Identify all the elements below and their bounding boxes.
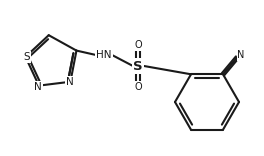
Text: O: O — [134, 82, 142, 92]
Text: S: S — [23, 52, 30, 62]
Text: O: O — [134, 40, 142, 50]
Text: N: N — [65, 77, 73, 87]
Text: S: S — [133, 59, 143, 73]
Text: N: N — [34, 82, 42, 92]
Text: N: N — [237, 50, 245, 60]
Text: HN: HN — [96, 50, 112, 60]
